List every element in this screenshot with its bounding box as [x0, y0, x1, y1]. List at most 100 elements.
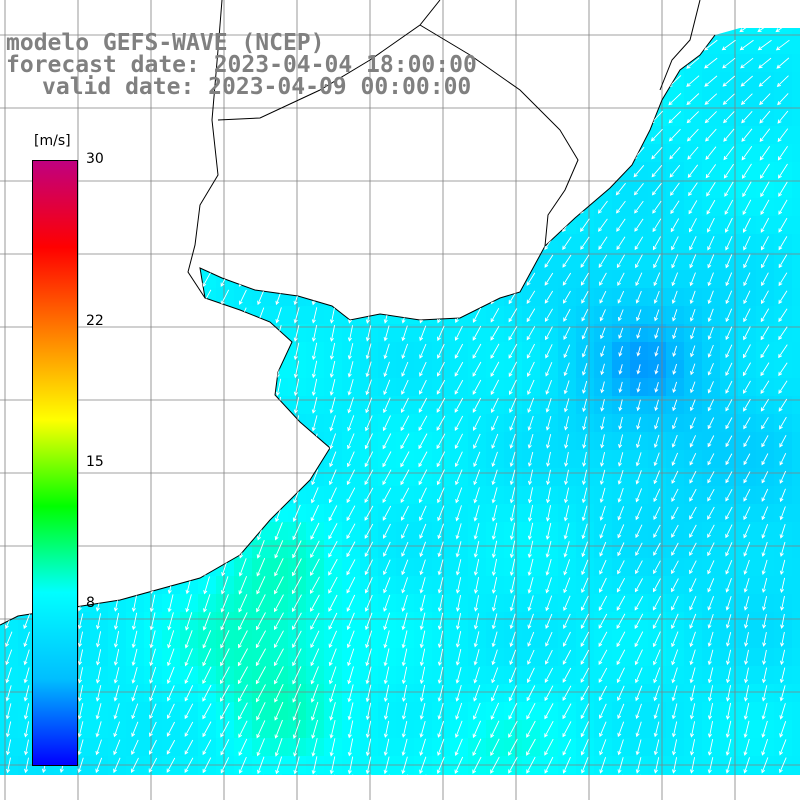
field-cell — [180, 108, 199, 127]
wind-arrow — [491, 558, 498, 577]
wind-arrow — [77, 162, 84, 181]
wind-arrow — [473, 505, 480, 522]
wind-arrow — [255, 648, 266, 667]
wind-arrow — [274, 738, 283, 757]
wind-arrow — [329, 433, 337, 450]
field-cell — [90, 252, 109, 271]
wind-arrow — [526, 236, 536, 251]
field-cell — [468, 162, 487, 181]
field-cell — [144, 576, 163, 595]
field-cell — [234, 198, 253, 217]
wind-arrow — [580, 218, 590, 232]
wind-arrow — [651, 146, 663, 160]
wind-arrow — [616, 28, 626, 35]
wind-arrow — [545, 1, 552, 16]
wind-arrow — [743, 685, 750, 702]
wind-arrow — [526, 308, 536, 323]
wind-arrow — [491, 415, 499, 431]
field-cell — [576, 774, 595, 775]
field-cell — [450, 144, 469, 163]
field-cell — [360, 216, 379, 235]
wind-arrow — [526, 702, 536, 720]
wind-arrow — [725, 685, 732, 702]
wind-arrow — [473, 271, 481, 287]
field-cell — [522, 234, 541, 253]
field-cell — [234, 468, 253, 487]
field-cell — [252, 792, 271, 800]
wind-arrow — [347, 738, 354, 757]
wind-arrow — [149, 648, 156, 667]
wind-arrow — [329, 253, 336, 270]
wind-arrow — [257, 469, 264, 486]
wind-arrow — [653, 774, 660, 775]
wind-arrow — [708, 775, 713, 790]
wind-arrow — [383, 594, 391, 612]
wind-arrow — [671, 542, 679, 556]
field-cell — [360, 198, 379, 217]
wind-arrow — [419, 127, 426, 144]
wind-arrow — [5, 451, 13, 468]
field-cell — [126, 414, 145, 433]
field-cell — [432, 198, 451, 217]
wind-arrow — [634, 236, 644, 251]
wind-arrow — [491, 487, 498, 504]
wind-arrow — [580, 685, 590, 701]
wind-arrow — [743, 254, 751, 269]
wind-arrow — [617, 452, 624, 467]
wind-arrow — [778, 217, 788, 233]
field-cell — [702, 792, 721, 800]
wind-arrow — [401, 217, 408, 234]
wind-arrow — [23, 649, 30, 666]
field-cell — [522, 216, 541, 235]
wind-arrow — [579, 182, 590, 197]
wind-arrow — [94, 361, 104, 378]
wind-arrow — [365, 397, 373, 414]
wind-arrow — [221, 145, 229, 162]
wind-arrow — [473, 469, 481, 486]
wind-arrow — [617, 685, 625, 702]
wind-arrow — [255, 666, 266, 685]
wind-arrow — [654, 327, 660, 340]
field-cell — [486, 90, 505, 109]
wind-arrow — [472, 307, 482, 323]
wind-arrow — [239, 325, 247, 342]
wind-arrow — [436, 415, 446, 431]
wind-arrow — [725, 702, 732, 720]
wind-arrow — [364, 505, 374, 521]
wind-arrow — [653, 560, 661, 575]
field-cell — [126, 180, 145, 199]
wind-arrow — [473, 235, 481, 252]
wind-arrow — [401, 523, 409, 539]
wind-arrow — [131, 703, 139, 720]
field-cell — [216, 414, 235, 433]
wind-arrow — [76, 415, 86, 431]
wind-arrow — [95, 198, 102, 216]
wind-arrow — [689, 560, 697, 575]
wind-arrow — [633, 38, 645, 53]
wind-arrow — [545, 595, 553, 612]
wind-arrow — [454, 774, 464, 775]
wind-arrow — [5, 289, 12, 306]
wind-arrow — [724, 217, 733, 233]
wind-arrow — [599, 2, 606, 16]
wind-arrow — [689, 399, 696, 412]
wind-arrow — [328, 487, 337, 504]
wind-arrow — [131, 612, 138, 631]
wind-arrow — [689, 272, 696, 287]
field-cell — [342, 28, 361, 37]
field-cell — [180, 378, 199, 397]
wind-arrow — [311, 433, 318, 450]
wind-arrow — [401, 127, 409, 144]
field-cell — [792, 486, 800, 505]
wind-arrow — [617, 524, 625, 539]
wind-arrow — [563, 37, 571, 54]
wind-arrow — [77, 577, 84, 594]
wind-arrow — [382, 28, 392, 35]
wind-arrow — [743, 506, 751, 521]
field-cell — [306, 792, 325, 800]
field-cell — [162, 792, 181, 800]
wind-arrow — [633, 56, 645, 71]
wind-arrow — [671, 774, 678, 775]
field-cell — [108, 234, 127, 253]
field-cell — [270, 144, 289, 163]
